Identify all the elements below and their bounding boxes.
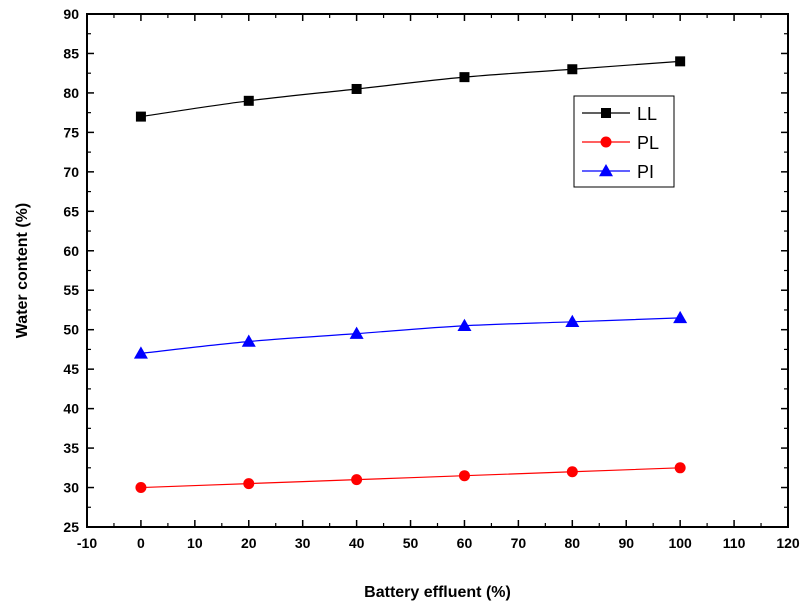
series-line-ll — [140, 60, 681, 118]
x-tick-label: 60 — [457, 535, 473, 551]
x-tick-label: 10 — [187, 535, 203, 551]
legend-marker-pi — [599, 164, 613, 177]
axis-ticks: -10 0 10 20 30 40 50 60 70 80 90 100 110 120 25 30 35 40 4… — [63, 6, 799, 551]
y-tick-label: 25 — [63, 519, 79, 535]
data-point-pl — [243, 478, 255, 490]
data-point-pi — [133, 346, 148, 359]
series-pl — [135, 462, 686, 494]
legend-label-pi: PI — [637, 162, 654, 182]
plot-area — [86, 13, 789, 528]
series-line-pl — [140, 467, 681, 489]
x-tick-label: 40 — [349, 535, 365, 551]
series-ll — [135, 56, 686, 122]
y-tick-label: 65 — [63, 203, 79, 219]
y-tick-label: 90 — [63, 6, 79, 22]
legend-label-pl: PL — [637, 133, 659, 153]
data-point-ll — [567, 64, 578, 75]
data-point-ll — [675, 56, 686, 67]
x-tick-label: 0 — [137, 535, 145, 551]
x-tick-label: 20 — [241, 535, 257, 551]
y-tick-label: 75 — [63, 124, 79, 140]
series-pi — [133, 310, 688, 359]
x-tick-label: 90 — [618, 535, 634, 551]
x-tick-label: 30 — [295, 535, 311, 551]
data-point-pl — [458, 470, 470, 482]
x-tick-label: 100 — [668, 535, 692, 551]
y-tick-label: 55 — [63, 282, 79, 298]
data-point-pl — [135, 482, 147, 494]
y-tick-label: 50 — [63, 322, 79, 338]
data-point-ll — [135, 111, 146, 122]
data-point-ll — [351, 83, 362, 94]
series-layer — [133, 56, 688, 494]
plot-frame — [86, 13, 789, 528]
x-tick-label: 80 — [565, 535, 581, 551]
data-point-pi — [673, 310, 688, 324]
legend-label-ll: LL — [637, 104, 657, 124]
x-tick-label: 50 — [403, 535, 419, 551]
y-tick-label: 80 — [63, 85, 79, 101]
data-point-pl — [566, 466, 578, 478]
y-tick-label: 40 — [63, 401, 79, 417]
data-point-pi — [349, 326, 364, 339]
y-tick-label: 70 — [63, 164, 79, 180]
y-tick-label: 85 — [63, 45, 79, 61]
data-point-pi — [241, 334, 256, 347]
x-tick-label: 110 — [723, 535, 746, 551]
x-tick-label: 120 — [776, 535, 800, 551]
y-tick-label: 60 — [63, 243, 79, 259]
legend-marker-ll — [601, 108, 611, 118]
y-tick-label: 35 — [63, 440, 79, 456]
data-point-pl — [674, 462, 686, 474]
y-tick-label: 45 — [63, 361, 79, 377]
legend: LL PL PI — [573, 95, 675, 188]
y-tick-label: 30 — [63, 480, 79, 496]
data-point-ll — [459, 72, 470, 83]
x-tick-label: 70 — [511, 535, 527, 551]
y-axis-title: Water content (%) — [14, 203, 31, 338]
legend-marker-pl — [600, 136, 612, 148]
data-point-pi — [457, 318, 472, 331]
data-point-ll — [243, 95, 254, 106]
data-point-pl — [351, 474, 363, 486]
data-point-pi — [565, 314, 580, 328]
series-line-pi — [140, 317, 681, 354]
x-tick-label: -10 — [77, 535, 97, 551]
x-axis-title: Battery effluent (%) — [364, 584, 511, 601]
